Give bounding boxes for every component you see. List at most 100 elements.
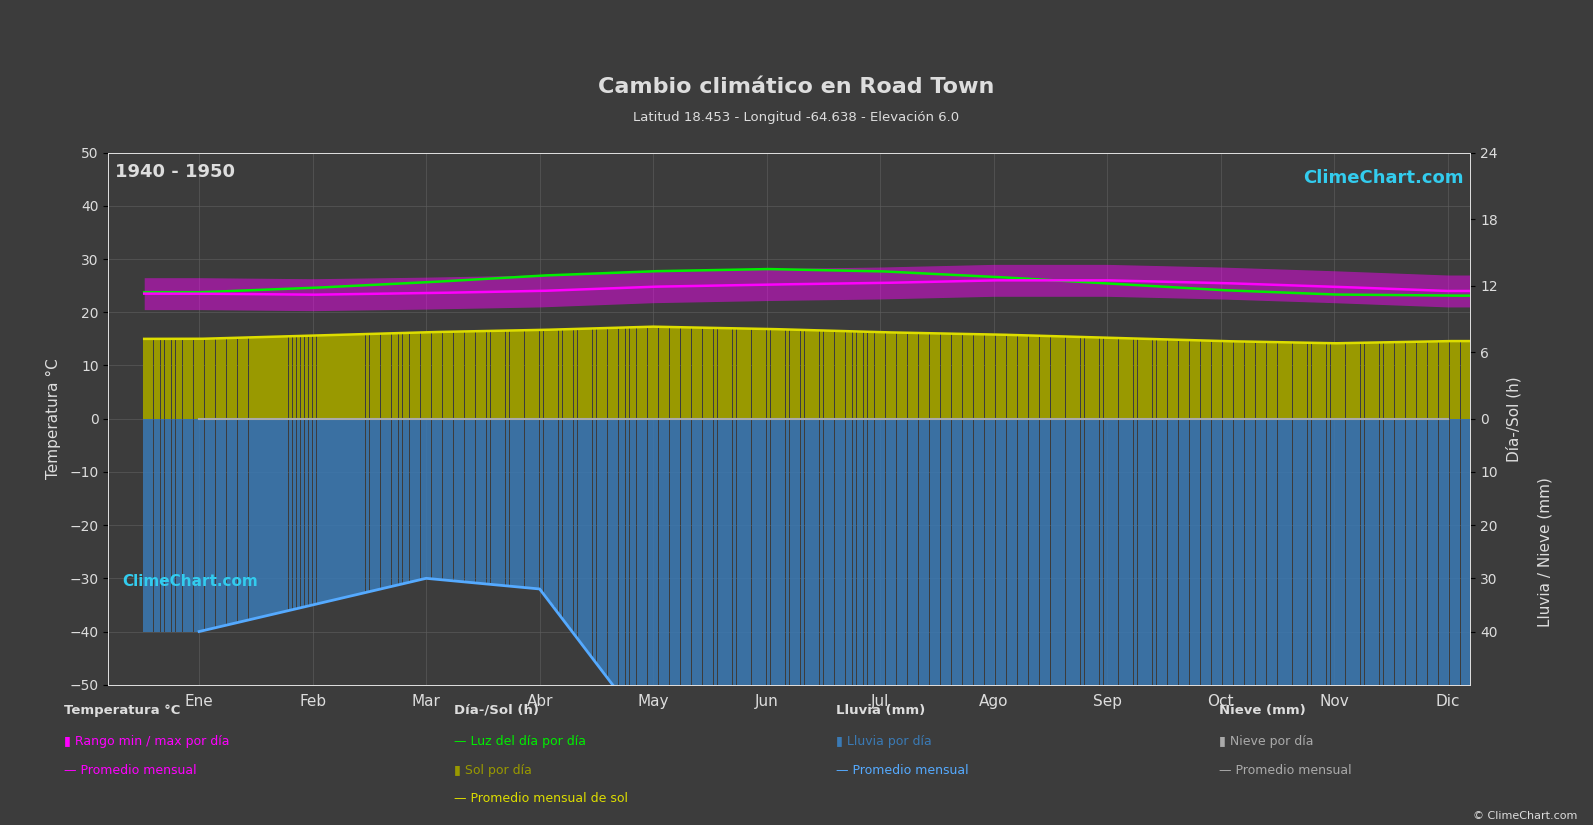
Bar [153,419,156,632]
Bar [1115,338,1118,419]
Bar [717,328,722,419]
Bar [812,330,816,419]
Bar [1176,419,1179,825]
Bar [1450,419,1453,711]
Bar [1376,419,1380,810]
Bar [1372,419,1376,815]
Bar [970,334,973,419]
Bar [205,338,209,419]
Bar [1305,419,1308,825]
Bar [962,334,965,419]
Bar [142,419,147,632]
Bar [941,419,945,825]
Bar [1024,336,1027,419]
Bar [905,419,908,825]
Bar [175,419,178,632]
Bar [1204,341,1207,419]
Bar [1308,419,1311,825]
Bar [398,419,401,584]
Bar [1182,340,1185,419]
Bar [147,419,150,632]
Y-axis label: Día-/Sol (h): Día-/Sol (h) [1505,376,1521,461]
Bar [629,328,632,419]
Bar [1461,419,1464,711]
Bar [886,419,889,825]
Bar [937,419,940,825]
Bar [1099,337,1104,419]
Bar [209,338,212,419]
Bar [540,419,543,592]
Bar [897,419,900,825]
Bar [1050,336,1055,419]
Bar [333,335,336,419]
Bar [1432,419,1435,732]
Bar [529,330,532,419]
Bar [293,336,296,419]
Bar [1137,339,1141,419]
Bar [559,419,562,616]
Bar [948,419,951,825]
Bar [1395,419,1399,784]
Bar [1160,419,1164,825]
Bar [626,328,629,419]
Bar [637,327,640,419]
Bar [868,419,871,815]
Bar [688,419,691,755]
Bar [178,419,183,632]
Bar [395,419,398,585]
Bar [1297,419,1300,825]
Bar [150,419,153,632]
Bar [288,419,292,610]
Bar [984,419,988,825]
Bar [674,419,677,748]
Bar [860,419,863,813]
Bar [570,329,573,419]
Bar [381,333,384,419]
Bar [911,332,914,419]
Bar [801,330,804,419]
Bar [741,419,744,780]
Bar [272,419,276,614]
Bar [164,339,167,419]
Bar [1327,419,1330,825]
Bar [1244,342,1247,419]
Bar [398,333,401,419]
Bar [403,419,406,583]
Bar [1316,419,1319,825]
Bar [1464,419,1467,711]
Bar [804,330,808,419]
Bar [596,328,601,419]
Bar [276,419,280,613]
Bar [722,419,725,771]
Bar [1501,341,1504,419]
Bar [424,419,429,578]
Bar [905,332,908,419]
Bar [941,333,945,419]
Bar [150,339,153,419]
Bar [1416,342,1419,419]
Bar [1215,419,1219,825]
Bar [1281,419,1286,825]
Bar [1096,337,1099,419]
Bar [1193,341,1196,419]
Bar [548,419,551,601]
Bar [1080,337,1085,419]
Bar [1405,342,1410,419]
Bar [1238,342,1241,419]
Bar [194,339,198,419]
Bar [1286,342,1289,419]
Bar [1255,419,1258,825]
Bar [406,332,409,419]
Bar [249,419,252,620]
Bar [846,419,849,810]
Bar [472,419,475,582]
Bar [752,419,755,785]
Bar [1149,419,1152,825]
Bar [1104,419,1107,825]
Bar [618,328,621,419]
Bar [543,419,546,596]
Bar [967,419,970,825]
Bar [1160,339,1164,419]
Bar [793,419,796,798]
Bar [604,328,607,419]
